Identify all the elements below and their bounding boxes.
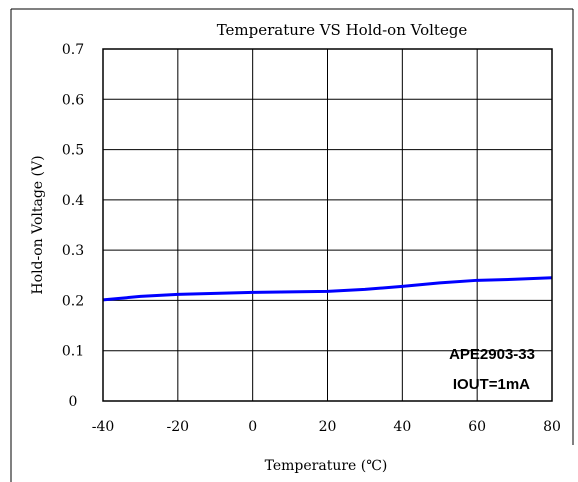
grid xyxy=(103,49,552,401)
y-tick-label: 0.5 xyxy=(62,143,84,159)
y-tick-label: 0.3 xyxy=(62,243,84,259)
y-tick-label: 0.6 xyxy=(62,92,84,108)
chart-title: Temperature VS Hold-on Voltege xyxy=(217,21,468,39)
x-tick-label: -20 xyxy=(167,419,190,435)
y-tick-label: 0.2 xyxy=(62,293,84,309)
x-tick-label: 0 xyxy=(248,419,257,435)
series-lines xyxy=(102,276,553,302)
x-tick-label: 20 xyxy=(319,419,337,435)
y-tick-label: 0.7 xyxy=(62,42,84,58)
y-tick-label: 0 xyxy=(69,394,78,410)
x-tick-label: 60 xyxy=(468,419,486,435)
annotation-model: APE2903-33 xyxy=(449,346,535,363)
plot-area-frame xyxy=(102,48,553,402)
annotation-current: IOUT=1mA xyxy=(453,376,530,393)
y-tick-label: 0.1 xyxy=(62,344,84,360)
tick-labels: 0 0.1 0.2 0.3 0.4 0.5 0.6 0.7 -40 -20 0 20 40 60 80 xyxy=(62,42,561,435)
x-tick-label: 80 xyxy=(543,419,561,435)
x-tick-label: -40 xyxy=(92,419,115,435)
x-tick-label: 40 xyxy=(393,419,411,435)
y-axis-label: Hold-on Voltage (V) xyxy=(30,155,46,294)
series-line xyxy=(102,276,553,302)
x-axis-label: Temperature (℃) xyxy=(265,458,388,474)
y-tick-label: 0.4 xyxy=(62,193,84,209)
